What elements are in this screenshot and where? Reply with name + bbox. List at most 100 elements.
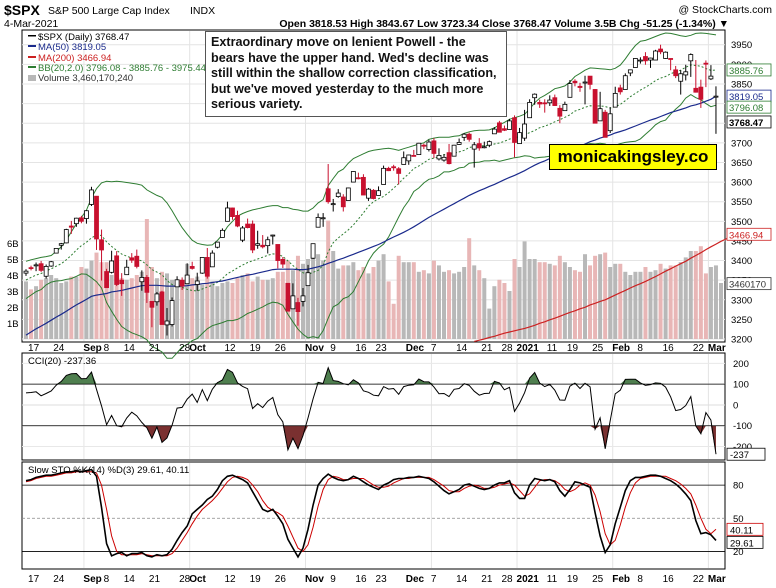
date-label: 4-Mar-2021 <box>4 18 58 30</box>
volume-bar <box>49 275 54 339</box>
symbol-label: $SPX <box>4 2 40 18</box>
price-tick-label: 3200 <box>731 335 752 346</box>
volume-bar <box>180 284 185 339</box>
volume-bar <box>245 273 250 339</box>
candle <box>577 82 583 92</box>
volume-bar <box>658 263 663 339</box>
candle <box>643 52 648 65</box>
date-tick-label: 19 <box>250 574 262 585</box>
candle-body <box>310 243 316 259</box>
candle <box>235 210 240 228</box>
candle-body <box>295 302 301 312</box>
candle <box>285 282 291 312</box>
volume-bar <box>608 267 613 339</box>
price-tick-label: 3950 <box>731 40 752 51</box>
date-tick-label: 7 <box>431 343 437 354</box>
candle <box>572 79 578 87</box>
candle <box>134 249 140 269</box>
ma50-line <box>25 95 717 336</box>
candle <box>491 127 497 135</box>
price-tag-box <box>726 100 772 114</box>
candle <box>124 259 130 276</box>
candle <box>260 235 266 249</box>
candle <box>68 220 74 234</box>
date-tick-label: 28 <box>179 343 191 354</box>
candle-body <box>280 258 286 265</box>
candle <box>617 84 623 95</box>
candle-body <box>63 229 69 244</box>
candle-body <box>78 217 84 222</box>
price-tick-label: 3850 <box>731 79 752 90</box>
sto-d-line <box>25 471 717 557</box>
candle <box>396 167 402 185</box>
candle <box>517 127 522 145</box>
volume-tick-label: 4B <box>7 271 19 282</box>
volume-bar <box>547 263 552 339</box>
candle-body <box>250 223 256 251</box>
date-tick-label: 12 <box>224 574 236 585</box>
date-tick-label: 26 <box>275 574 287 585</box>
date-tick-label: Dec <box>406 574 425 585</box>
date-tick-label: 16 <box>663 343 675 354</box>
volume-bar <box>507 291 512 339</box>
candle-body <box>104 271 109 289</box>
candle-body <box>476 143 482 149</box>
candle <box>557 105 563 124</box>
volume-bar <box>235 278 240 339</box>
date-tick-label: 22 <box>693 574 705 585</box>
volume-bar <box>265 279 270 339</box>
candle <box>144 275 150 303</box>
candle <box>119 273 125 296</box>
volume-bar <box>623 271 628 339</box>
candle <box>466 132 472 142</box>
volume-bar <box>487 308 492 339</box>
candle-body <box>270 234 276 237</box>
volume-tick-label: 3B <box>7 287 19 298</box>
price-legend: $SPX (Daily) 3768.47 MA(50) 3819.05 MA(2… <box>28 32 206 84</box>
candle-body <box>315 216 321 228</box>
volume-bar <box>406 262 411 339</box>
candle-body <box>517 132 522 145</box>
date-tick-label: 19 <box>567 343 579 354</box>
candle-body <box>340 196 346 208</box>
price-tag-box <box>726 227 772 241</box>
candle-body <box>557 107 563 117</box>
date-tick-label: Nov <box>305 343 324 354</box>
volume-bar <box>316 254 321 339</box>
volume-bar <box>29 289 34 339</box>
volume-bar <box>416 271 421 339</box>
volume-bar <box>295 255 300 339</box>
candle-body <box>693 87 699 93</box>
date-tick-label: 28 <box>501 343 513 354</box>
candle <box>527 99 533 119</box>
date-tick-label: 28 <box>501 574 513 585</box>
legend-series: $SPX (Daily) 3768.47 <box>38 32 129 43</box>
candle-body <box>300 295 306 302</box>
candle <box>230 207 235 220</box>
volume-bar <box>628 275 633 339</box>
candle-body <box>491 128 497 135</box>
candle-body <box>245 223 250 228</box>
candle <box>275 244 281 269</box>
date-tick-label: 14 <box>124 574 136 585</box>
candle-body <box>345 187 351 201</box>
cci-chart: 200 100 0 -100 -200-237 <box>22 359 766 461</box>
candle <box>658 44 663 55</box>
price-tick-label: 3550 <box>731 197 752 208</box>
date-tick-label: 14 <box>456 343 468 354</box>
candle <box>361 174 366 196</box>
candle-body <box>396 168 402 174</box>
candle-body <box>48 261 54 267</box>
cci-tick-label: 0 <box>733 400 738 411</box>
volume-bar <box>537 262 542 339</box>
date-tick-label: Sep <box>83 574 101 585</box>
price-axis: 3200325033003350340034503500355036003650… <box>731 40 752 345</box>
candle-body <box>481 146 487 149</box>
volume-bar <box>386 281 391 339</box>
date-tick-label: 24 <box>53 343 65 354</box>
volume-bar <box>215 286 220 339</box>
cci-tick-label: 100 <box>733 380 749 391</box>
candle-body <box>290 295 296 310</box>
cci-label: CCI(20) -237.36 <box>28 356 96 367</box>
candle-body <box>421 144 427 147</box>
